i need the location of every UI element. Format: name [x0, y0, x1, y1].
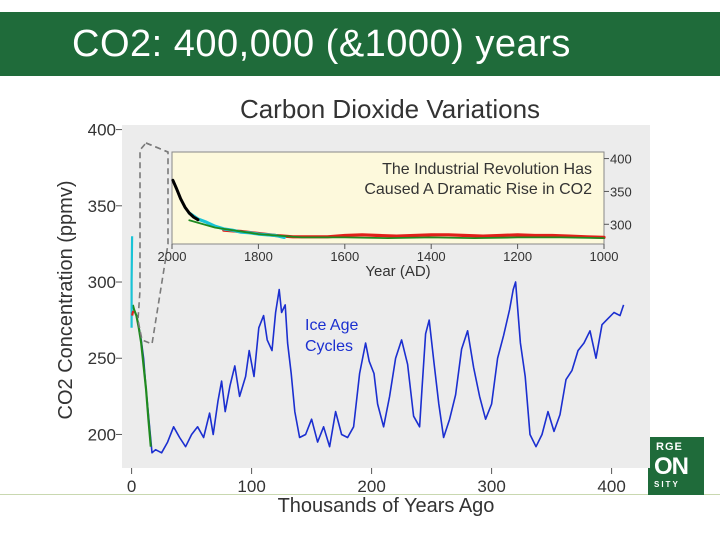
logo-line-2: ON	[654, 453, 689, 480]
main-series-line-1	[131, 304, 152, 447]
chart-title: Carbon Dioxide Variations	[240, 94, 540, 124]
logo-line-1: RGE	[656, 441, 683, 453]
zoom-callout-connector	[145, 142, 169, 153]
main-series-line-0	[136, 281, 625, 454]
inset-plot-area	[171, 151, 605, 245]
inset-y-tick-label: 400	[610, 152, 632, 167]
x-tick-label: 300	[477, 477, 505, 496]
x-tick-label: 200	[357, 477, 385, 496]
inset-x-tick-label: 2000	[158, 249, 187, 264]
y-tick-label: 300	[88, 273, 116, 292]
inset-x-tick-label: 1400	[417, 249, 446, 264]
inset-x-tick-label: 1600	[330, 249, 359, 264]
inset-annotation-line-2: Caused A Dramatic Rise in CO2	[364, 181, 592, 198]
y-tick-label: 250	[88, 349, 116, 368]
ice-age-annotation-line-2: Cycles	[305, 338, 353, 355]
y-axis-label: CO2 Concentration (ppmv)	[55, 181, 77, 420]
inset-x-axis-label: Year (AD)	[365, 263, 430, 280]
inset-series-line-3	[188, 219, 605, 240]
main-series-line-2	[130, 236, 134, 328]
x-axis-label: Thousands of Years Ago	[278, 495, 495, 517]
inset-x-tick-label: 1800	[244, 249, 273, 264]
ice-age-annotation-line-1: Ice Age	[305, 317, 358, 334]
x-tick-label: 0	[127, 477, 136, 496]
footer-divider	[0, 494, 720, 495]
university-logo: RGE ON SITY	[648, 437, 704, 495]
x-tick-label: 100	[237, 477, 265, 496]
inset-x-tick-label: 1200	[503, 249, 532, 264]
zoom-callout	[137, 142, 169, 346]
y-tick-label: 350	[88, 197, 116, 216]
title-banner: CO2: 400,000 (&1000) years	[0, 12, 720, 76]
y-tick-label: 200	[88, 425, 116, 444]
y-tick-label: 400	[88, 121, 116, 140]
main-series-line-3	[131, 310, 135, 316]
inset-annotation-line-1: The Industrial Revolution Has	[382, 161, 592, 178]
inset-y-tick-label: 300	[610, 217, 632, 232]
x-tick-label: 400	[597, 477, 625, 496]
inset-y-tick-label: 350	[610, 184, 632, 199]
inset-x-tick-label: 1000	[590, 249, 619, 264]
inset-series-line-0	[171, 178, 200, 222]
slide-title: CO2: 400,000 (&1000) years	[72, 23, 571, 65]
logo-line-3: SITY	[654, 480, 680, 489]
